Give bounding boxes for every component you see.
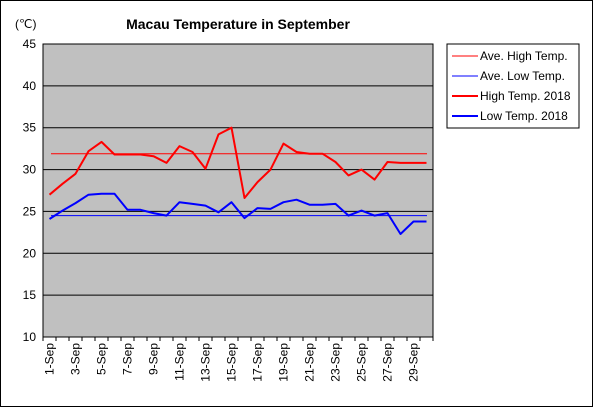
series-line-4 [48, 192, 427, 235]
x-tick-label-25-Sep: 25-Sep [355, 343, 369, 382]
series-line-3 [48, 126, 427, 199]
legend-label-2: Ave. Low Temp. [480, 69, 565, 83]
legend-label-3: High Temp. 2018 [480, 89, 571, 103]
x-tick-label-19-Sep: 19-Sep [277, 343, 291, 382]
x-tick-label-27-Sep: 27-Sep [381, 343, 395, 382]
x-tick-label-1-Sep: 1-Sep [43, 343, 57, 375]
x-tick-label-13-Sep: 13-Sep [199, 343, 213, 382]
y-tick-label-35: 35 [23, 121, 37, 135]
y-tick-label-20: 20 [23, 246, 37, 260]
y-tick-label-25: 25 [23, 204, 37, 218]
plot-area [42, 43, 434, 338]
x-tick-label-7-Sep: 7-Sep [121, 343, 135, 375]
x-tick-label-21-Sep: 21-Sep [303, 343, 317, 382]
y-tick-label-10: 10 [23, 330, 37, 344]
x-tick-label-5-Sep: 5-Sep [95, 343, 109, 375]
legend-box [446, 43, 580, 129]
x-tick-label-29-Sep: 29-Sep [407, 343, 421, 382]
legend-label-1: Ave. High Temp. [480, 49, 568, 63]
y-tick-label-15: 15 [23, 288, 37, 302]
y-tick-label-30: 30 [23, 163, 37, 177]
legend-label-4: Low Temp. 2018 [480, 109, 568, 123]
y-tick-label-45: 45 [23, 37, 37, 51]
x-tick-label-23-Sep: 23-Sep [329, 343, 343, 382]
chart-title: Macau Temperature in September [126, 16, 350, 32]
x-tick-label-15-Sep: 15-Sep [225, 343, 239, 382]
y-unit-label: (℃) [15, 17, 36, 31]
x-tick-label-3-Sep: 3-Sep [69, 343, 83, 375]
y-tick-label-40: 40 [23, 79, 37, 93]
x-tick-label-17-Sep: 17-Sep [251, 343, 265, 382]
x-tick-label-11-Sep: 11-Sep [173, 343, 187, 381]
x-tick-label-9-Sep: 9-Sep [147, 343, 161, 375]
